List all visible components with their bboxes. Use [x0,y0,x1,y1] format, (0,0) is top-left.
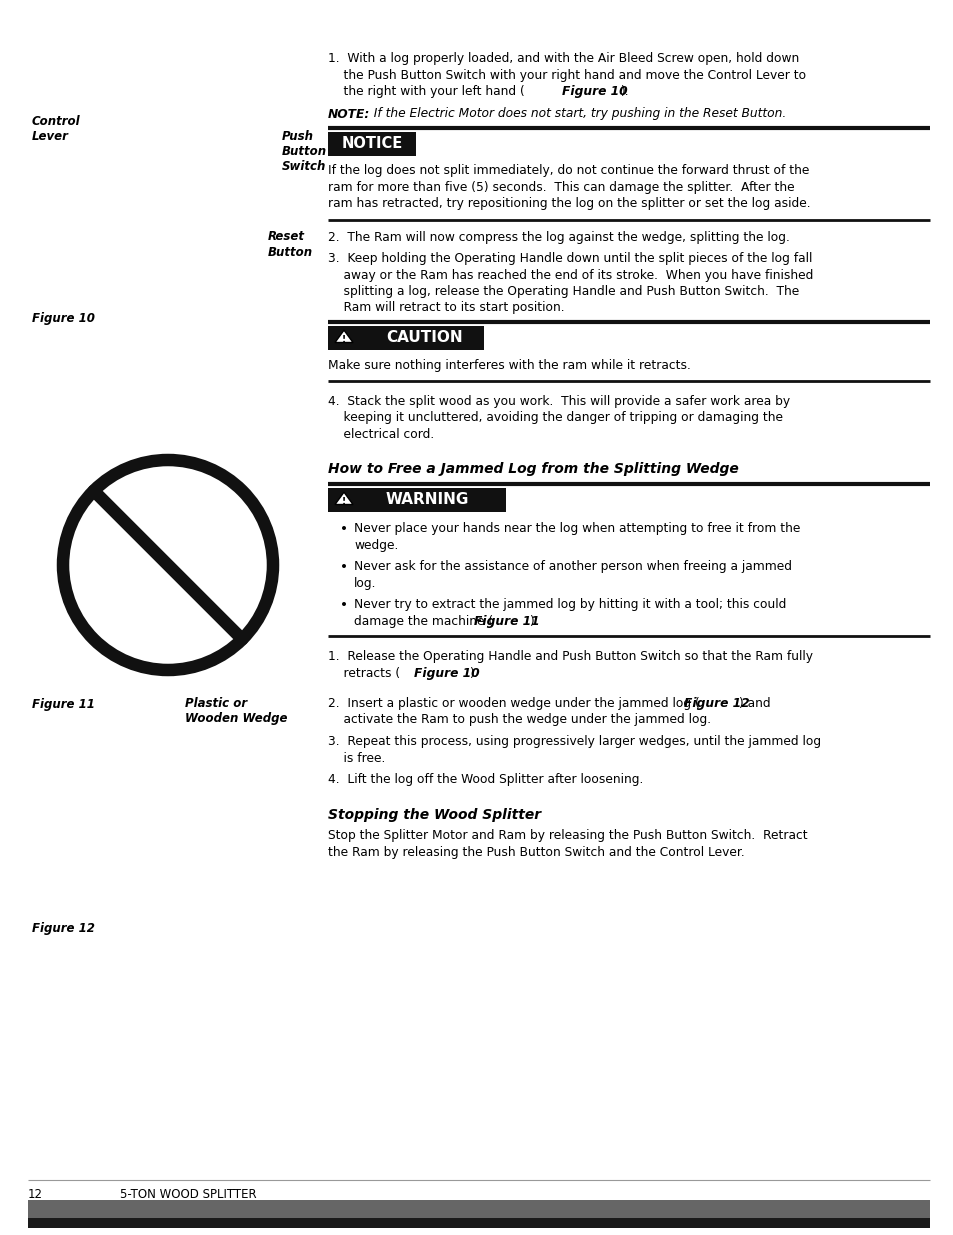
Text: Never place your hands near the log when attempting to free it from the: Never place your hands near the log when… [354,522,800,535]
Text: Wooden Wedge: Wooden Wedge [185,713,287,725]
Text: retracts (: retracts ( [328,667,399,679]
Text: the right with your left hand (: the right with your left hand ( [328,85,524,98]
Text: keeping it uncluttered, avoiding the danger of tripping or damaging the: keeping it uncluttered, avoiding the dan… [328,411,782,424]
Text: away or the Ram has reached the end of its stroke.  When you have finished: away or the Ram has reached the end of i… [328,268,813,282]
Text: 1.  With a log properly loaded, and with the Air Bleed Screw open, hold down: 1. With a log properly loaded, and with … [328,52,799,65]
Text: the Push Button Switch with your right hand and move the Control Lever to: the Push Button Switch with your right h… [328,68,805,82]
Text: Never ask for the assistance of another person when freeing a jammed: Never ask for the assistance of another … [354,559,791,573]
FancyBboxPatch shape [28,1218,929,1228]
Text: If the Electric Motor does not start, try pushing in the Reset Button.: If the Electric Motor does not start, tr… [366,107,785,121]
Text: 12: 12 [28,1188,43,1200]
Text: ) and: ) and [739,697,770,710]
Text: If the log does not split immediately, do not continue the forward thrust of the: If the log does not split immediately, d… [328,164,808,177]
Text: !: ! [341,498,346,506]
Text: Stopping the Wood Splitter: Stopping the Wood Splitter [328,808,540,821]
Text: is free.: is free. [328,752,385,764]
FancyBboxPatch shape [328,488,505,513]
Text: Ram will retract to its start position.: Ram will retract to its start position. [328,301,564,315]
Text: damage the machine (: damage the machine ( [354,615,493,627]
Text: •: • [339,598,348,613]
Text: electrical cord.: electrical cord. [328,427,434,441]
Text: the Ram by releasing the Push Button Switch and the Control Lever.: the Ram by releasing the Push Button Swi… [328,846,744,860]
Text: Plastic or: Plastic or [185,697,247,710]
Text: Figure 12: Figure 12 [683,697,749,710]
Text: WARNING: WARNING [386,493,469,508]
Text: ).: ). [619,85,628,98]
Text: 3.  Repeat this process, using progressively larger wedges, until the jammed log: 3. Repeat this process, using progressiv… [328,735,821,748]
Text: Button: Button [282,144,327,158]
Polygon shape [335,493,353,505]
Text: •: • [339,522,348,536]
Text: 3.  Keep holding the Operating Handle down until the split pieces of the log fal: 3. Keep holding the Operating Handle dow… [328,252,812,266]
Text: Switch: Switch [282,161,326,173]
Text: CAUTION: CAUTION [386,331,462,346]
FancyBboxPatch shape [28,1200,929,1218]
Text: log.: log. [354,577,376,589]
Text: Stop the Splitter Motor and Ram by releasing the Push Button Switch.  Retract: Stop the Splitter Motor and Ram by relea… [328,830,807,842]
Text: ).: ). [469,667,477,679]
Text: ).: ). [529,615,537,627]
Text: •: • [339,559,348,574]
Text: activate the Ram to push the wedge under the jammed log.: activate the Ram to push the wedge under… [328,714,710,726]
Text: NOTICE: NOTICE [341,137,402,152]
Text: Push: Push [282,130,314,143]
Text: 4.  Lift the log off the Wood Splitter after loosening.: 4. Lift the log off the Wood Splitter af… [328,773,642,785]
Text: 2.  The Ram will now compress the log against the wedge, splitting the log.: 2. The Ram will now compress the log aga… [328,231,789,245]
Text: Figure 11: Figure 11 [474,615,539,627]
Text: splitting a log, release the Operating Handle and Push Button Switch.  The: splitting a log, release the Operating H… [328,285,799,298]
FancyBboxPatch shape [328,132,416,156]
Text: Make sure nothing interferes with the ram while it retracts.: Make sure nothing interferes with the ra… [328,359,690,372]
Text: !: ! [341,336,346,345]
Text: Lever: Lever [32,130,69,143]
Text: Control: Control [32,115,81,128]
Text: How to Free a Jammed Log from the Splitting Wedge: How to Free a Jammed Log from the Splitt… [328,462,738,475]
Text: Figure 12: Figure 12 [32,923,94,935]
Text: Figure 11: Figure 11 [32,698,94,711]
Text: 4.  Stack the split wood as you work.  This will provide a safer work area by: 4. Stack the split wood as you work. Thi… [328,394,789,408]
Polygon shape [335,330,353,342]
Text: 2.  Insert a plastic or wooden wedge under the jammed log (: 2. Insert a plastic or wooden wedge unde… [328,697,699,710]
Text: Never try to extract the jammed log by hitting it with a tool; this could: Never try to extract the jammed log by h… [354,598,785,611]
Text: wedge.: wedge. [354,538,398,552]
Text: 1.  Release the Operating Handle and Push Button Switch so that the Ram fully: 1. Release the Operating Handle and Push… [328,650,812,663]
Text: 5-TON WOOD SPLITTER: 5-TON WOOD SPLITTER [120,1188,256,1200]
Text: Figure 10: Figure 10 [414,667,479,679]
Text: Reset: Reset [268,230,305,243]
Text: NOTE:: NOTE: [328,107,370,121]
Text: ram for more than five (5) seconds.  This can damage the splitter.  After the: ram for more than five (5) seconds. This… [328,180,794,194]
Text: Figure 10: Figure 10 [561,85,627,98]
Text: Button: Button [268,246,313,259]
Text: ram has retracted, try repositioning the log on the splitter or set the log asid: ram has retracted, try repositioning the… [328,198,810,210]
Text: Figure 10: Figure 10 [32,312,94,325]
FancyBboxPatch shape [328,326,483,350]
